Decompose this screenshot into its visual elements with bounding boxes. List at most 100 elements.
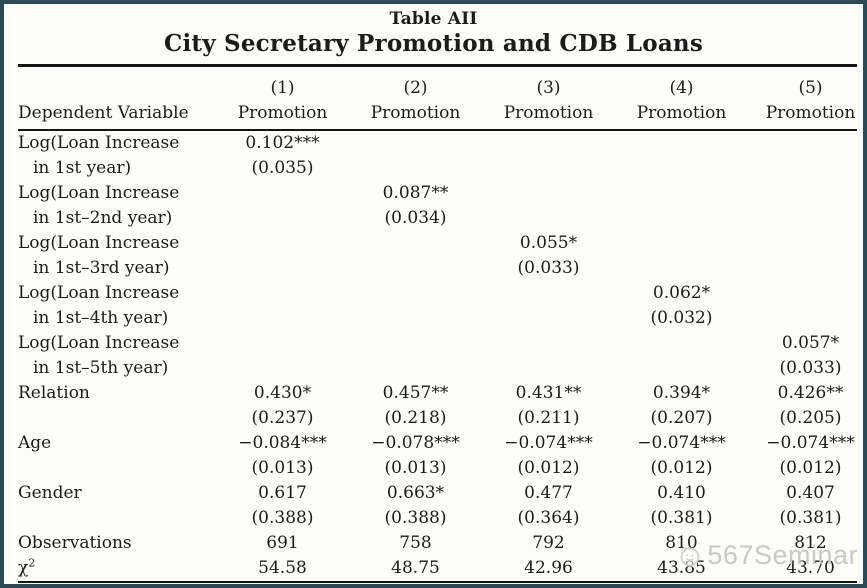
se-cell: (0.237) xyxy=(251,407,314,428)
se-cell xyxy=(615,256,748,281)
coef-cell: 0.477 xyxy=(524,482,573,503)
coef-cell xyxy=(216,331,349,356)
se-cell: (0.032) xyxy=(650,307,713,328)
coef-row: Log(Loan Increase 0.057* xyxy=(18,331,857,356)
chi-symbol: χ xyxy=(18,557,29,578)
coef-cell xyxy=(615,130,748,156)
empty-header-cell xyxy=(18,64,216,101)
se-row: in 1st–2nd year) (0.034) xyxy=(18,206,857,231)
se-cell: (0.218) xyxy=(384,407,447,428)
se-cell: (0.035) xyxy=(251,157,314,178)
coef-cell: −0.078*** xyxy=(371,432,460,453)
col-number: (2) xyxy=(349,64,482,101)
stat-cell: 43.85 xyxy=(615,555,748,583)
se-cell: (0.012) xyxy=(779,457,842,478)
row-label: Relation xyxy=(18,382,90,403)
coef-cell: 0.057* xyxy=(781,332,840,353)
se-cell: (0.012) xyxy=(650,457,713,478)
col-name: Promotion xyxy=(349,100,482,131)
row-label: Log(Loan Increase xyxy=(18,132,180,153)
se-cell xyxy=(482,156,615,181)
col-name: Promotion xyxy=(615,100,748,131)
coef-row: Gender 0.617 0.663* 0.477 0.410 0.407 xyxy=(18,481,857,506)
coef-cell: 0.394* xyxy=(652,382,711,403)
col-number: (1) xyxy=(216,64,349,101)
coef-cell xyxy=(615,181,748,206)
se-cell xyxy=(349,256,482,281)
stat-cell: 48.75 xyxy=(349,555,482,583)
watermark: 567Seminar xyxy=(678,540,858,571)
se-cell xyxy=(482,306,615,331)
se-cell: (0.381) xyxy=(779,507,842,528)
se-row: in 1st–5th year) (0.033) xyxy=(18,356,857,381)
se-cell: (0.388) xyxy=(384,507,447,528)
coef-row: Age −0.084*** −0.078*** −0.074*** −0.074… xyxy=(18,431,857,456)
row-label-cont: in 1st year) xyxy=(33,157,132,178)
stat-cell: 43.70 xyxy=(748,555,857,583)
dependent-variable-header: Dependent Variable xyxy=(18,100,216,131)
se-cell: (0.033) xyxy=(779,357,842,378)
coef-row: Log(Loan Increase 0.102*** xyxy=(18,130,857,156)
row-label-cont xyxy=(18,406,216,431)
row-label: Log(Loan Increase xyxy=(18,182,180,203)
coef-cell: 0.407 xyxy=(786,482,835,503)
coef-cell xyxy=(748,130,857,156)
se-cell xyxy=(748,156,857,181)
se-cell xyxy=(615,156,748,181)
col-number: (4) xyxy=(615,64,748,101)
coef-cell: 0.431** xyxy=(515,382,582,403)
row-label: χ2 xyxy=(18,555,216,583)
row-label: Log(Loan Increase xyxy=(18,282,180,303)
se-cell: (0.013) xyxy=(384,457,447,478)
se-cell: (0.388) xyxy=(251,507,314,528)
row-label-cont xyxy=(18,456,216,481)
coef-row: Log(Loan Increase 0.055* xyxy=(18,231,857,256)
coef-row: Log(Loan Increase 0.062* xyxy=(18,281,857,306)
results-table: (1) (2) (3) (4) (5) Dependent Variable P… xyxy=(18,64,857,583)
col-number: (3) xyxy=(482,64,615,101)
coef-cell: 0.062* xyxy=(652,282,711,303)
se-cell xyxy=(349,306,482,331)
se-cell: (0.211) xyxy=(517,407,580,428)
row-label: Log(Loan Increase xyxy=(18,232,180,253)
row-label: Observations xyxy=(18,532,132,553)
se-cell: (0.033) xyxy=(517,257,580,278)
se-cell: (0.381) xyxy=(650,507,713,528)
coef-cell: 0.102*** xyxy=(245,132,320,153)
stat-cell: 54.58 xyxy=(216,555,349,583)
row-label: Log(Loan Increase xyxy=(18,332,180,353)
se-row: (0.237) (0.218) (0.211) (0.207) (0.205) xyxy=(18,406,857,431)
coef-cell: 0.663* xyxy=(386,482,445,503)
se-cell xyxy=(216,356,349,381)
coef-cell xyxy=(349,281,482,306)
chi-squared-row: χ2 54.58 48.75 42.96 43.85 43.70 xyxy=(18,555,857,583)
stat-cell: 812 xyxy=(794,532,827,553)
coef-cell xyxy=(482,130,615,156)
stat-cell: 792 xyxy=(532,532,565,553)
title-block: Table AII City Secretary Promotion and C… xyxy=(4,4,863,58)
observations-row: Observations 691 758 792 810 812 xyxy=(18,531,857,556)
coef-cell xyxy=(748,281,857,306)
coef-cell: −0.074*** xyxy=(637,432,726,453)
se-cell xyxy=(216,306,349,331)
coef-cell: −0.084*** xyxy=(238,432,327,453)
se-row: in 1st year) (0.035) xyxy=(18,156,857,181)
se-cell: (0.034) xyxy=(384,207,447,228)
col-name: Promotion xyxy=(748,100,857,131)
row-label: Gender xyxy=(18,482,82,503)
se-row: (0.013) (0.013) (0.012) (0.012) (0.012) xyxy=(18,456,857,481)
coef-cell xyxy=(482,281,615,306)
se-cell: (0.364) xyxy=(517,507,580,528)
coef-cell: −0.074*** xyxy=(504,432,593,453)
coef-cell: 0.617 xyxy=(258,482,307,503)
coef-cell xyxy=(216,181,349,206)
se-row: (0.388) (0.388) (0.364) (0.381) (0.381) xyxy=(18,506,857,531)
coef-cell xyxy=(615,231,748,256)
coef-cell xyxy=(482,331,615,356)
stat-cell: 758 xyxy=(399,532,432,553)
row-label-cont: in 1st–2nd year) xyxy=(33,207,173,228)
coef-cell: −0.074*** xyxy=(766,432,855,453)
se-cell xyxy=(216,256,349,281)
column-name-row: Dependent Variable Promotion Promotion P… xyxy=(18,100,857,131)
